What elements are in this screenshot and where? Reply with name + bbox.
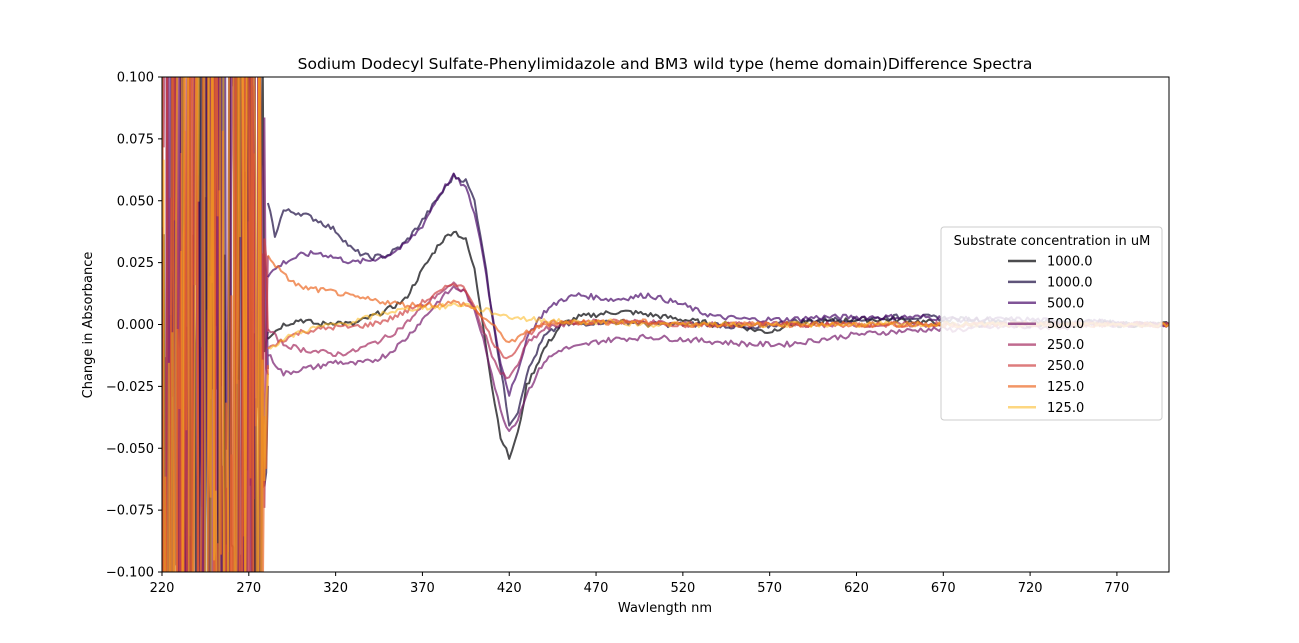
y-tick-label: 0.075	[117, 132, 154, 147]
noise-line	[162, 77, 269, 572]
noise-region	[162, 77, 269, 572]
legend-label: 125.0	[1047, 401, 1084, 416]
legend-box	[940, 226, 1163, 421]
x-tick-label: 420	[497, 581, 522, 596]
legend-title: Substrate concentration in uM	[954, 234, 1151, 249]
y-tick-label: 0.025	[117, 256, 154, 271]
y-tick-label: −0.050	[106, 442, 154, 457]
x-tick-label: 670	[931, 581, 956, 596]
x-tick-label: 470	[584, 581, 609, 596]
x-tick-label: 770	[1104, 581, 1129, 596]
x-tick-label: 320	[323, 581, 348, 596]
x-tick-label: 520	[670, 581, 695, 596]
x-axis-label: Wavlength nm	[618, 601, 712, 616]
x-tick-label: 620	[844, 581, 869, 596]
x-tick-label: 270	[236, 581, 261, 596]
y-tick-label: 0.000	[117, 318, 154, 333]
y-tick-label: −0.075	[106, 504, 154, 519]
y-tick-label: 0.050	[117, 194, 154, 209]
legend-label: 250.0	[1047, 359, 1084, 374]
legend-label: 250.0	[1047, 338, 1084, 353]
legend-label: 1000.0	[1047, 275, 1093, 290]
y-axis: −0.100 −0.075 −0.050 −0.025 0.000 0.025 0.050 0…	[106, 71, 162, 581]
y-tick-label: 0.100	[117, 71, 154, 86]
y-axis-label: Change in Absorbance	[81, 252, 96, 399]
x-tick-label: 720	[1018, 581, 1043, 596]
legend-label: 500.0	[1047, 296, 1084, 311]
x-tick-label: 570	[757, 581, 782, 596]
legend-label: 125.0	[1047, 380, 1084, 395]
x-axis: 220 270 320 370 420 470 520 570 620 670 720 770	[150, 572, 1129, 596]
y-tick-label: −0.100	[106, 566, 154, 581]
chart-title: Sodium Dodecyl Sulfate-Phenylimidazole a…	[298, 55, 1033, 73]
legend-label: 1000.0	[1047, 255, 1093, 270]
legend: Substrate concentration in uM 1000.0 1000…	[940, 226, 1163, 421]
x-tick-label: 370	[410, 581, 435, 596]
x-tick-label: 220	[150, 581, 175, 596]
legend-label: 500.0	[1047, 317, 1084, 332]
noise-line	[162, 77, 269, 572]
y-tick-label: −0.025	[106, 380, 154, 395]
